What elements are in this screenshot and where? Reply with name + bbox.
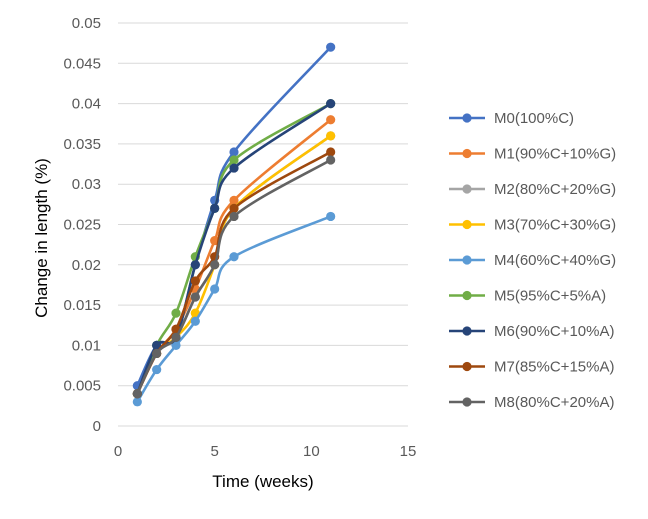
data-point — [171, 340, 181, 350]
data-point — [171, 332, 181, 342]
legend-label: M6(90%C+10%A) — [494, 323, 614, 340]
series-4 — [132, 211, 336, 407]
y-tick-label: 0 — [93, 418, 101, 435]
legend-swatch-marker — [462, 397, 472, 407]
legend-item: M3(70%C+30%G) — [449, 217, 616, 234]
data-point — [210, 203, 220, 213]
data-point — [326, 211, 336, 222]
data-point — [190, 276, 200, 286]
legend-item: M2(80%C+20%G) — [449, 181, 616, 198]
y-tick-label: 0.04 — [72, 96, 101, 113]
y-tick-label: 0.015 — [63, 297, 101, 314]
data-point — [229, 211, 239, 222]
data-point — [210, 284, 220, 294]
x-tick-label: 10 — [303, 443, 320, 460]
y-tick-label: 0.03 — [72, 176, 101, 193]
series-line — [136, 215, 332, 403]
data-point — [326, 99, 336, 109]
x-axis-title: Time (weeks) — [212, 472, 313, 491]
legend-item: M4(60%C+40%G) — [449, 252, 616, 269]
data-point — [152, 364, 162, 375]
legend-item: M8(80%C+20%A) — [449, 394, 614, 411]
data-point — [229, 203, 239, 213]
legend-label: M3(70%C+30%G) — [494, 217, 616, 234]
gridlines — [118, 22, 408, 387]
legend-label: M5(95%C+5%A) — [494, 288, 606, 305]
y-axis-title: Change in length (%) — [32, 158, 51, 318]
legend-swatch-marker — [462, 184, 472, 194]
legend-item: M5(95%C+5%A) — [449, 288, 606, 305]
data-point — [229, 147, 239, 157]
data-point — [210, 260, 220, 270]
legend-item: M6(90%C+10%A) — [449, 323, 614, 340]
legend-label: M4(60%C+40%G) — [494, 252, 616, 269]
data-point — [326, 131, 336, 141]
data-point — [152, 340, 162, 350]
data-point — [171, 308, 181, 318]
legend: M0(100%C) M1(90%C+10%G) M2(80%C+20%G) M3(70… — [449, 110, 616, 411]
legend-label: M0(100%C) — [494, 110, 574, 127]
legend-label: M2(80%C+20%G) — [494, 181, 616, 198]
data-point — [229, 155, 239, 165]
data-point — [229, 163, 239, 173]
x-axis-ticks: 0 5 10 15 — [114, 443, 417, 460]
y-axis-ticks: 0 0.005 0.01 0.015 0.02 0.025 0.03 0.035 0.04 0.0… — [63, 15, 101, 435]
series-line — [136, 102, 332, 395]
legend-item: M7(85%C+15%A) — [449, 359, 614, 376]
legend-item: M0(100%C) — [449, 110, 574, 127]
legend-swatch-marker — [462, 148, 472, 159]
legend-label: M8(80%C+20%A) — [494, 394, 614, 411]
legend-label: M7(85%C+15%A) — [494, 359, 614, 376]
data-point — [229, 195, 239, 205]
series-group — [132, 42, 336, 407]
x-tick-label: 0 — [114, 443, 122, 460]
data-point — [326, 42, 336, 52]
legend-swatch-marker — [462, 255, 472, 265]
legend-swatch-marker — [462, 113, 472, 123]
data-point — [229, 252, 239, 262]
data-point — [190, 292, 200, 302]
data-point — [190, 260, 200, 270]
x-tick-label: 15 — [400, 443, 417, 460]
y-tick-label: 0.02 — [72, 257, 101, 274]
data-point — [326, 147, 336, 157]
data-point — [190, 316, 200, 326]
series-line — [136, 102, 332, 395]
legend-swatch-marker — [462, 361, 472, 372]
y-tick-label: 0.01 — [72, 337, 101, 354]
data-point — [132, 397, 142, 407]
y-tick-label: 0.05 — [72, 15, 101, 32]
legend-swatch-marker — [462, 326, 472, 336]
y-tick-label: 0.035 — [63, 136, 101, 153]
x-tick-label: 5 — [210, 443, 218, 460]
series-8 — [132, 155, 336, 399]
legend-swatch-marker — [462, 290, 472, 301]
data-point — [326, 155, 336, 165]
data-point — [152, 348, 162, 359]
data-point — [132, 389, 142, 399]
legend-item: M1(90%C+10%G) — [449, 146, 616, 163]
legend-label: M1(90%C+10%G) — [494, 146, 616, 163]
data-point — [326, 115, 336, 125]
y-tick-label: 0.045 — [63, 55, 101, 72]
y-tick-label: 0.005 — [63, 378, 101, 395]
legend-swatch-marker — [462, 219, 472, 230]
y-tick-label: 0.025 — [63, 217, 101, 234]
